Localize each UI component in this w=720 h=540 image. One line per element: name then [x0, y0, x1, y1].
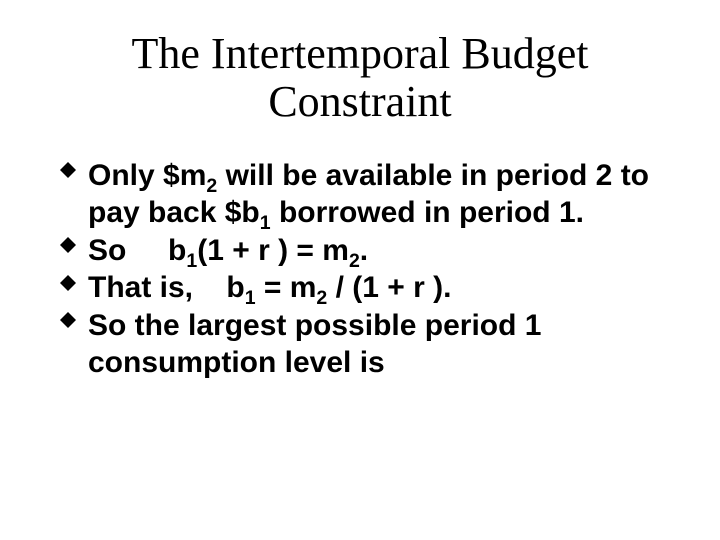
title-line-2: Constraint	[268, 77, 451, 126]
bullet-list: Only $m2 will be available in period 2 t…	[40, 157, 680, 382]
bullet-item: So the largest possible period 1 consump…	[60, 307, 680, 382]
slide-title: The Intertemporal Budget Constraint	[40, 30, 680, 127]
bullet-text: So the largest possible period 1 consump…	[88, 309, 541, 380]
title-line-1: The Intertemporal Budget	[132, 29, 589, 78]
bullet-text: That is, b1 = m2 / (1 + r ).	[88, 271, 452, 304]
bullet-item: That is, b1 = m2 / (1 + r ).	[60, 269, 680, 307]
slide: The Intertemporal Budget Constraint Only…	[0, 0, 720, 540]
bullet-text: Only $m2 will be available in period 2 t…	[88, 159, 649, 230]
bullet-item: So b1(1 + r ) = m2.	[60, 232, 680, 270]
bullet-text: So b1(1 + r ) = m2.	[88, 234, 368, 267]
bullet-item: Only $m2 will be available in period 2 t…	[60, 157, 680, 232]
